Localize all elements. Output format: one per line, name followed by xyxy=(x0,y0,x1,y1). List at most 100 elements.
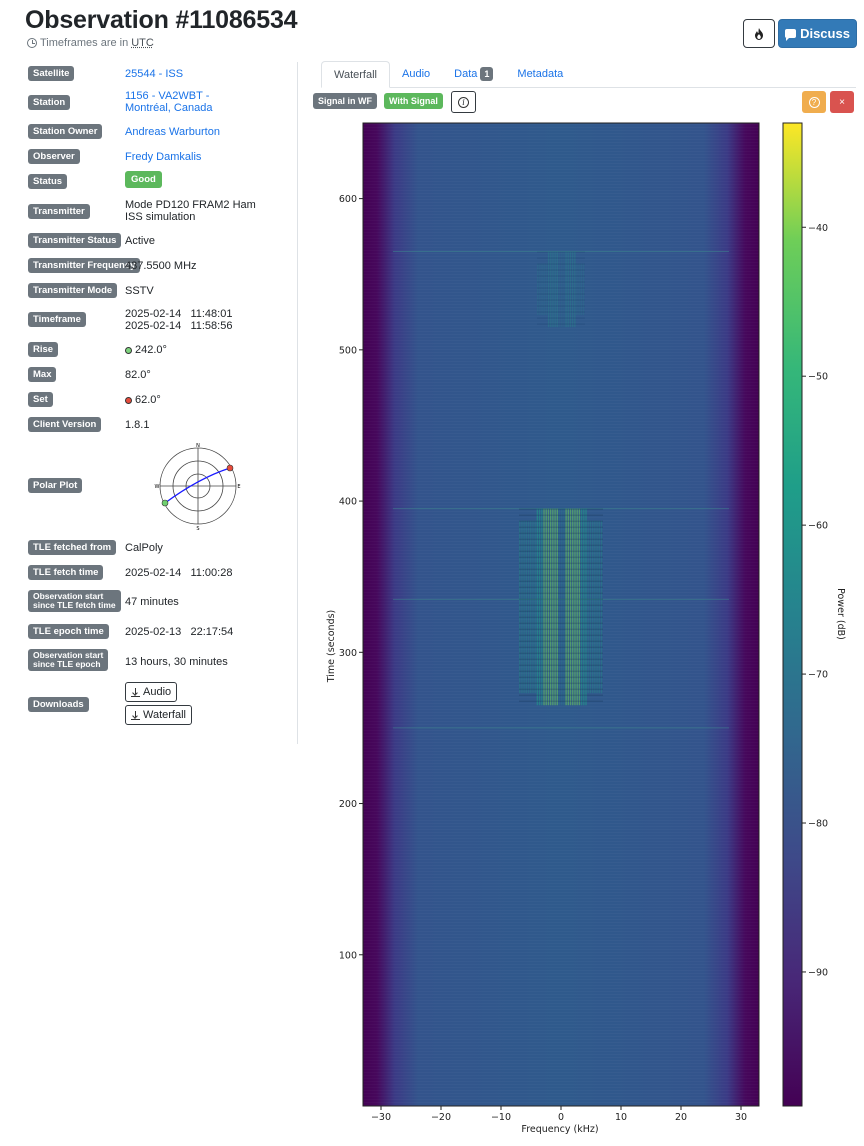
signal-streak xyxy=(539,263,541,316)
row-tle-fetch-time: TLE fetch time xyxy=(28,565,104,580)
signal-gap xyxy=(519,580,603,582)
signal-gap xyxy=(519,586,603,588)
x-tick-label: 30 xyxy=(735,1112,747,1123)
signal-gap xyxy=(519,640,603,642)
signal-streak xyxy=(596,520,598,694)
signal-gap xyxy=(519,694,603,696)
signal-streak xyxy=(545,263,548,316)
rise-marker xyxy=(161,499,169,507)
observation-tabs: Waterfall Audio Data 1 Metadata xyxy=(321,61,856,88)
signal-streak xyxy=(523,520,525,694)
signal-gap xyxy=(519,652,603,654)
signal-streak xyxy=(563,508,565,706)
row-rise: Rise xyxy=(28,342,59,357)
y-tick-label: 300 xyxy=(339,648,357,659)
signal-streak xyxy=(561,251,563,328)
signal-streak xyxy=(558,251,561,328)
row-obs-since-epoch: Observation start since TLE epoch xyxy=(28,649,109,671)
download-audio-button[interactable]: Audio xyxy=(125,682,178,702)
signal-streak xyxy=(571,251,574,328)
x-tick-label: 10 xyxy=(615,1112,627,1123)
x-tick-label: 0 xyxy=(558,1112,564,1123)
observer-link[interactable]: Fredy Damkalis xyxy=(125,151,202,163)
waterfall-plot: −30 −20 −10 0 10 20 30 100 200 300 400 500 600 −40 −… xyxy=(326,122,846,1135)
signal-gap xyxy=(519,646,603,648)
row-transmitter: Transmitter xyxy=(28,204,90,219)
waterfall-noise xyxy=(363,123,759,1106)
y-tick-label: 400 xyxy=(339,497,357,508)
signal-gap xyxy=(537,287,585,289)
signal-gap xyxy=(537,257,585,259)
transmitter-mode-value: SSTV xyxy=(125,285,154,297)
label-polar-plot: Polar Plot xyxy=(28,478,83,493)
signal-streak xyxy=(600,520,603,694)
signal-streak xyxy=(572,508,574,706)
signal-gap xyxy=(519,562,603,564)
label-observer: Observer xyxy=(28,149,80,164)
label-rise: Rise xyxy=(28,342,59,357)
help-button[interactable]: ? xyxy=(802,91,826,113)
row-downloads: Downloads xyxy=(28,697,89,712)
signal-streak xyxy=(547,508,550,706)
label-tle-fetch-time: TLE fetch time xyxy=(28,565,104,580)
y-tick-label: 100 xyxy=(339,950,357,961)
close-button[interactable]: × xyxy=(830,91,854,113)
polar-w-label: W xyxy=(155,484,160,490)
info-icon: i xyxy=(458,96,469,108)
signal-streak xyxy=(554,508,556,706)
satellite-link[interactable]: 25544 - ISS xyxy=(125,68,184,80)
polar-n-label: N xyxy=(196,443,200,449)
row-transmitter-frequency: Transmitter Frequency xyxy=(28,258,141,273)
fire-button[interactable] xyxy=(743,19,775,48)
signal-gap xyxy=(537,299,585,301)
signal-streak xyxy=(521,520,523,694)
tab-metadata[interactable]: Metadata xyxy=(517,68,564,80)
signal-streak xyxy=(565,251,567,328)
x-tick-label: −10 xyxy=(491,1112,511,1123)
x-tick-label: 20 xyxy=(675,1112,687,1123)
tab-audio[interactable]: Audio xyxy=(402,68,431,80)
label-station-owner: Station Owner xyxy=(28,124,103,139)
help-icon: ? xyxy=(808,96,820,108)
label-downloads: Downloads xyxy=(28,697,89,712)
info-button[interactable]: i xyxy=(451,91,476,113)
signal-gap xyxy=(519,592,603,594)
pass-track xyxy=(164,467,231,504)
download-waterfall-wrap: Waterfall xyxy=(125,705,192,725)
y-tick-label: 600 xyxy=(339,194,357,205)
y-tick-label: 200 xyxy=(339,799,357,810)
signal-streak xyxy=(569,508,572,706)
tle-epoch-time-value: 2025-02-13 22:17:54 xyxy=(125,626,234,638)
signal-gap xyxy=(519,700,603,702)
colorbar-tick-label: −50 xyxy=(808,372,828,383)
x-tick-label: −30 xyxy=(371,1112,391,1123)
utc-abbr: UTC xyxy=(131,37,154,49)
colorbar-label: Power (dB) xyxy=(835,588,846,640)
signal-streak xyxy=(578,263,580,316)
tab-waterfall[interactable]: Waterfall xyxy=(321,61,390,88)
signal-gap xyxy=(519,526,603,528)
signal-streak xyxy=(534,520,536,694)
signal-streak xyxy=(587,520,589,694)
station-link[interactable]: 1156 - VA2WBT - Montréal, Canada xyxy=(125,90,213,114)
label-set: Set xyxy=(28,392,53,407)
label-client-version: Client Version xyxy=(28,417,102,432)
tab-data[interactable]: Data 1 xyxy=(442,61,505,87)
signal-gap xyxy=(537,263,585,265)
label-station: Station xyxy=(28,95,71,110)
download-waterfall-button[interactable]: Waterfall xyxy=(125,705,192,725)
data-count-badge: 1 xyxy=(480,67,494,81)
colorbar-tick-label: −80 xyxy=(808,819,828,830)
signal-streak xyxy=(563,251,565,328)
max-value: 82.0° xyxy=(125,369,151,381)
signal-gap xyxy=(537,305,585,307)
signal-gap xyxy=(519,610,603,612)
label-satellite: Satellite xyxy=(28,66,75,81)
signal-streak xyxy=(589,520,592,694)
discuss-button[interactable]: Discuss xyxy=(778,19,857,48)
station-owner-link[interactable]: Andreas Warburton xyxy=(125,126,220,138)
y-tick-label: 500 xyxy=(339,345,357,356)
signal-streak xyxy=(556,251,559,328)
signal-streak xyxy=(519,520,521,694)
row-tle-fetched-from: TLE fetched from xyxy=(28,540,117,555)
